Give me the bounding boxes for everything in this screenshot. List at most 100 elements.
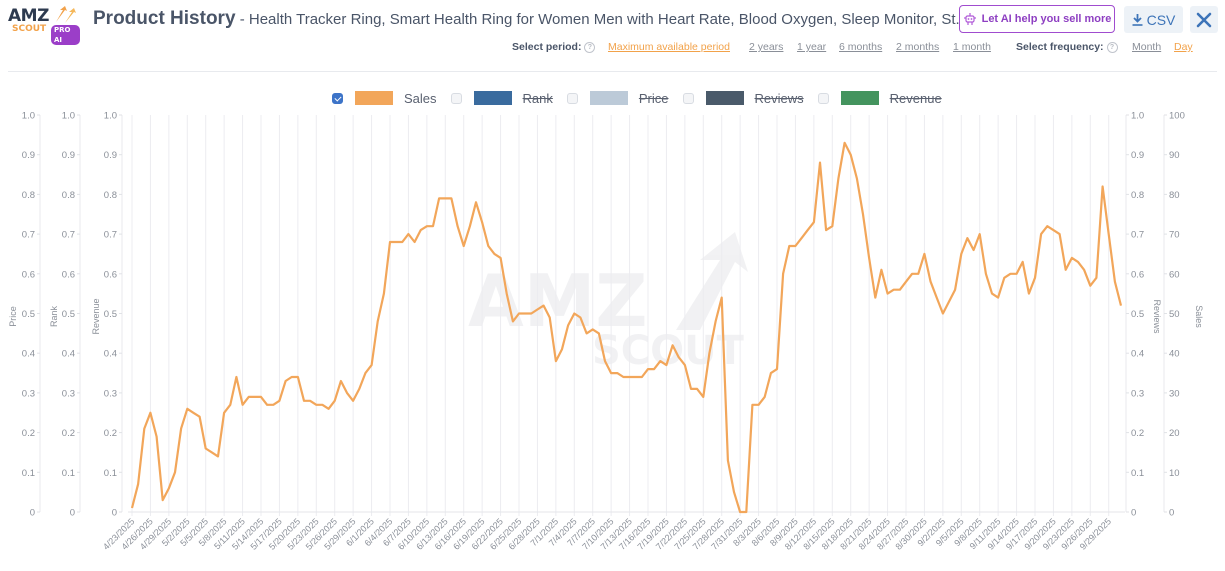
svg-text:60: 60 [1169, 269, 1180, 280]
svg-text:0.6: 0.6 [104, 269, 117, 280]
period-option-1-month[interactable]: 1 month [953, 41, 991, 53]
period-option-max[interactable]: Maximum available period [608, 41, 730, 53]
period-option-1-year[interactable]: 1 year [797, 41, 827, 53]
svg-text:0.9: 0.9 [22, 150, 35, 161]
header-divider [8, 71, 1217, 72]
svg-text:0.1: 0.1 [104, 468, 117, 479]
svg-text:0.7: 0.7 [1131, 230, 1144, 241]
sales-line[interactable] [130, 141, 1123, 514]
legend-label-reviews: Reviews [754, 90, 804, 106]
watermark-amz: AMZ [468, 259, 648, 343]
watermark-scout: SCOUT [592, 328, 745, 374]
csv-button-label: CSV [1146, 11, 1176, 28]
legend-item-rank[interactable]: Rank [450, 90, 553, 106]
csv-download-button[interactable]: CSV [1124, 6, 1183, 33]
page-title-main: Product History [93, 8, 236, 29]
logo-pro-ai-badge: PRO AI [51, 25, 80, 45]
header: AMZ SCOUT PRO AI Product History - Healt… [0, 0, 1225, 72]
y-axis-title: Revenue [91, 298, 101, 334]
frequency-help-icon[interactable]: ? [1106, 41, 1118, 53]
svg-text:30: 30 [1169, 388, 1180, 399]
svg-text:0.7: 0.7 [22, 230, 35, 241]
legend-checkbox-rank[interactable] [450, 92, 462, 104]
svg-text:0.7: 0.7 [62, 230, 75, 241]
legend-checkbox-revenue[interactable] [817, 92, 829, 104]
close-button[interactable] [1190, 6, 1218, 33]
svg-text:0.8: 0.8 [22, 190, 35, 201]
svg-text:0.3: 0.3 [62, 388, 75, 399]
svg-text:40: 40 [1169, 349, 1180, 360]
chart-legend: Sales Rank Price Reviews Revenue [332, 90, 956, 106]
svg-text:0.9: 0.9 [62, 150, 75, 161]
svg-text:90: 90 [1169, 150, 1180, 161]
svg-text:0.8: 0.8 [1131, 190, 1144, 201]
svg-text:50: 50 [1169, 309, 1180, 320]
page-title: Product History - Health Tracker Ring, S… [93, 8, 968, 30]
svg-text:0.5: 0.5 [22, 309, 35, 320]
y-axis-title: Rank [49, 305, 59, 327]
svg-text:0.6: 0.6 [22, 269, 35, 280]
legend-swatch-price [589, 91, 628, 105]
y-axis-title: Sales [1194, 305, 1204, 328]
ai-help-button[interactable]: Let AI help you sell more [959, 5, 1115, 33]
svg-text:0.4: 0.4 [22, 349, 35, 360]
svg-text:0.1: 0.1 [62, 468, 75, 479]
svg-text:1.0: 1.0 [62, 111, 75, 122]
ai-robot-icon [963, 13, 976, 25]
svg-text:0.8: 0.8 [104, 190, 117, 201]
svg-text:0.6: 0.6 [62, 269, 75, 280]
select-period-label: Select period:? [512, 41, 596, 53]
period-option-2-months[interactable]: 2 months [896, 41, 940, 53]
legend-label-revenue: Revenue [889, 90, 942, 106]
svg-text:0.7: 0.7 [104, 230, 117, 241]
svg-text:0.1: 0.1 [1131, 468, 1144, 479]
svg-text:0: 0 [1169, 508, 1174, 519]
legend-checkbox-sales[interactable] [332, 92, 343, 104]
legend-swatch-rank [473, 91, 512, 105]
svg-text:1.0: 1.0 [1131, 111, 1144, 122]
logo-amz-text: AMZ [8, 6, 49, 26]
y-axis-title: Reviews [1152, 299, 1162, 334]
legend-item-reviews[interactable]: Reviews [682, 90, 804, 106]
svg-text:0.2: 0.2 [104, 428, 117, 439]
svg-text:1.0: 1.0 [22, 111, 35, 122]
legend-item-revenue[interactable]: Revenue [817, 90, 942, 106]
frequency-option-month[interactable]: Month [1132, 41, 1162, 53]
legend-item-sales[interactable]: Sales [332, 91, 437, 106]
svg-text:20: 20 [1169, 428, 1180, 439]
close-icon [1196, 12, 1212, 27]
svg-text:0: 0 [112, 508, 117, 519]
chart-axes: 0 0.1 0.2 0.3 0.4 0.5 0.6 0.7 0.8 0.9 1.0 Price 0 0.1… [8, 111, 1204, 519]
legend-checkbox-reviews[interactable] [682, 92, 694, 104]
svg-text:0.3: 0.3 [104, 388, 117, 399]
period-help-icon[interactable]: ? [584, 41, 596, 53]
svg-text:0.5: 0.5 [104, 309, 117, 320]
legend-label-sales: Sales [404, 90, 437, 106]
legend-item-price[interactable]: Price [566, 91, 669, 106]
svg-text:0.8: 0.8 [62, 190, 75, 201]
download-icon [1132, 13, 1143, 26]
chart-gridlines [128, 115, 1125, 516]
legend-swatch-reviews [705, 91, 744, 105]
amzscout-logo[interactable]: AMZ SCOUT PRO AI [8, 6, 80, 45]
legend-swatch-sales [355, 91, 393, 105]
svg-text:1.0: 1.0 [104, 111, 117, 122]
period-option-6-months[interactable]: 6 months [839, 41, 883, 53]
svg-text:0.4: 0.4 [1131, 349, 1144, 360]
logo-arrows-icon [56, 6, 76, 23]
amzscout-watermark: AMZ SCOUT [468, 232, 748, 374]
svg-text:10: 10 [1169, 468, 1180, 479]
period-option-2-years[interactable]: 2 years [749, 41, 784, 53]
svg-text:0.6: 0.6 [1131, 269, 1144, 280]
x-axis-labels: 4/23/20254/26/20254/29/20255/2/20255/5/2… [101, 516, 1113, 551]
legend-label-rank: Rank [522, 90, 553, 106]
ai-help-button-label: Let AI help you sell more [981, 13, 1112, 25]
legend-checkbox-price[interactable] [566, 92, 578, 104]
logo-scout-text: SCOUT [12, 24, 47, 34]
svg-text:0.4: 0.4 [104, 349, 117, 360]
svg-text:0.3: 0.3 [22, 388, 35, 399]
svg-text:0: 0 [30, 508, 35, 519]
frequency-option-day[interactable]: Day [1174, 41, 1193, 53]
svg-text:0.2: 0.2 [22, 428, 35, 439]
